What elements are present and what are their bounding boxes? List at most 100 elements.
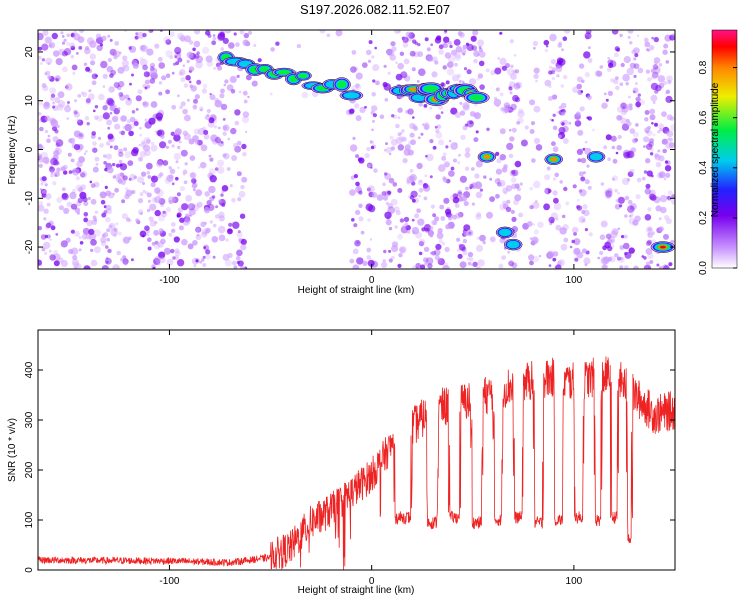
- noise-speck: [194, 140, 199, 145]
- noise-speck: [652, 64, 659, 70]
- noise-speck: [351, 50, 357, 55]
- noise-speck: [60, 31, 64, 35]
- noise-speck: [431, 219, 437, 226]
- noise-speck: [38, 163, 43, 168]
- noise-speck: [546, 250, 555, 259]
- noise-speck: [429, 251, 433, 255]
- noise-speck: [517, 110, 525, 118]
- noise-speck: [614, 253, 619, 258]
- noise-speck: [615, 151, 619, 155]
- y-tick-label: -20: [24, 239, 35, 254]
- noise-speck: [147, 199, 152, 204]
- noise-speck: [193, 98, 198, 104]
- noise-speck: [557, 43, 563, 48]
- noise-speck: [505, 185, 513, 192]
- noise-speck: [584, 140, 588, 144]
- noise-speck: [402, 158, 408, 164]
- noise-speck: [84, 47, 91, 55]
- noise-speck: [173, 236, 180, 243]
- noise-speck: [467, 261, 472, 266]
- noise-speck: [156, 160, 163, 168]
- noise-speck: [658, 217, 662, 221]
- snr-traces: [38, 356, 675, 570]
- noise-speck: [440, 216, 446, 221]
- noise-speck: [623, 242, 630, 250]
- noise-speck: [42, 30, 49, 36]
- noise-speck: [391, 114, 395, 118]
- noise-speck: [350, 66, 357, 73]
- noise-speck: [96, 44, 103, 52]
- noise-speck: [532, 201, 540, 209]
- noise-speck: [98, 136, 102, 140]
- noise-speck: [619, 204, 623, 208]
- noise-speck: [435, 131, 443, 139]
- noise-speck: [642, 176, 646, 181]
- noise-speck: [83, 201, 89, 206]
- noise-speck: [402, 36, 409, 44]
- noise-speck: [562, 36, 568, 41]
- noise-speck: [629, 62, 636, 69]
- noise-speck: [572, 86, 579, 93]
- noise-speck: [560, 243, 568, 251]
- noise-speck: [171, 228, 176, 233]
- noise-speck: [105, 141, 111, 146]
- noise-speck: [183, 35, 191, 43]
- noise-speck: [211, 40, 217, 46]
- noise-speck: [110, 69, 116, 76]
- noise-speck: [52, 101, 56, 105]
- noise-speck: [508, 81, 516, 88]
- noise-speck: [429, 106, 432, 110]
- noise-speck: [435, 243, 442, 250]
- noise-speck: [373, 168, 378, 173]
- noise-speck: [468, 257, 474, 262]
- noise-speck: [548, 264, 552, 267]
- noise-speck: [647, 77, 652, 82]
- noise-speck: [644, 127, 650, 133]
- noise-speck: [665, 95, 673, 103]
- noise-speck: [617, 227, 620, 230]
- noise-speck: [146, 84, 151, 89]
- noise-speck: [42, 190, 47, 195]
- noise-speck: [187, 98, 190, 102]
- noise-speck: [619, 265, 624, 269]
- noise-speck: [550, 219, 555, 224]
- noise-speck: [664, 165, 672, 172]
- noise-speck: [55, 78, 59, 82]
- noise-speck: [149, 203, 157, 211]
- noise-speck: [99, 143, 104, 148]
- noise-speck: [644, 110, 650, 115]
- y-tick-label: 0: [24, 146, 35, 152]
- noise-speck: [135, 108, 139, 111]
- noise-speck: [423, 246, 430, 253]
- noise-speck: [158, 228, 164, 234]
- noise-speck: [240, 184, 245, 190]
- noise-speck: [533, 73, 539, 80]
- noise-speck: [643, 170, 648, 174]
- noise-speck: [185, 194, 193, 202]
- noise-speck: [429, 226, 434, 231]
- noise-speck: [70, 229, 75, 234]
- noise-speck: [511, 169, 519, 177]
- noise-speck: [403, 37, 407, 41]
- noise-speck: [88, 89, 92, 93]
- noise-speck: [203, 129, 209, 135]
- noise-speck: [453, 158, 457, 163]
- y-tick-label: 0: [24, 567, 35, 573]
- noise-speck: [113, 145, 119, 151]
- noise-speck: [180, 149, 188, 157]
- noise-speck: [158, 81, 163, 85]
- noise-speck: [555, 224, 562, 231]
- noise-speck: [139, 57, 143, 61]
- noise-speck: [75, 52, 79, 55]
- noise-speck: [49, 238, 52, 241]
- noise-speck: [398, 135, 405, 142]
- noise-speck: [367, 185, 375, 193]
- noise-speck: [193, 40, 201, 48]
- noise-speck: [434, 216, 440, 221]
- band-blob: [277, 70, 291, 75]
- noise-speck: [648, 141, 654, 148]
- noise-speck: [647, 232, 651, 236]
- noise-speck: [366, 146, 371, 152]
- noise-speck: [121, 199, 126, 204]
- noise-speck: [501, 255, 506, 260]
